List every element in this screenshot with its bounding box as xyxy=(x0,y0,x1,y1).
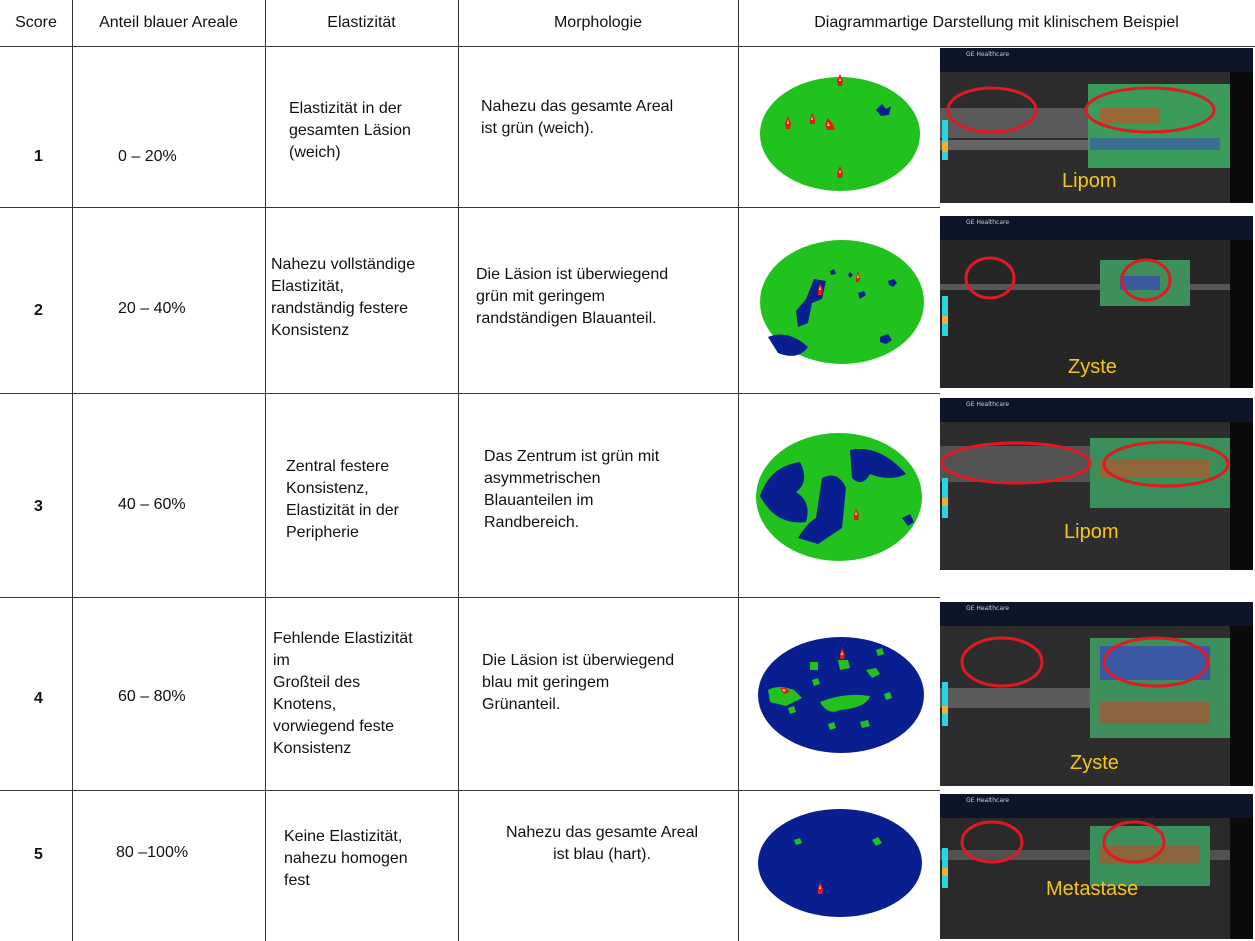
text-line: fest xyxy=(284,872,310,889)
text-line: Konsistenz xyxy=(273,740,352,757)
text-line: Fehlende Elastizität xyxy=(273,630,413,647)
ultrasound-image-3: GE Healthcare Lipom xyxy=(940,398,1253,570)
col-divider xyxy=(458,0,459,941)
row-morphologie: Das Zentrum ist grün mit asymmetrischen … xyxy=(484,446,659,534)
text-line: Peripherie xyxy=(286,524,359,541)
scanner-header: GE Healthcare xyxy=(940,398,1253,422)
text-line: ist grün (weich). xyxy=(481,120,594,137)
ultrasound-image-2: GE Healthcare Zyste xyxy=(940,216,1253,388)
row-elastizitaet: Nahezu vollständige Elastizität, randstä… xyxy=(271,254,415,342)
text-line: Zentral festere xyxy=(286,458,390,475)
text-line: Die Läsion ist überwiegend xyxy=(476,266,669,283)
text-line: Elastizität in der xyxy=(289,100,402,117)
ultrasound-image-4: GE Healthcare Zyste xyxy=(940,602,1253,786)
row-anteil: 80 –100% xyxy=(116,844,189,861)
text-line: nahezu homogen xyxy=(284,850,408,867)
scanner-vendor: GE Healthcare xyxy=(966,605,1010,612)
ultrasound-image-1: GE Healthcare Lipom xyxy=(940,48,1253,203)
text-line: Nahezu das gesamte Areal xyxy=(505,824,699,841)
text-line: Blauanteilen im xyxy=(484,492,594,509)
row-morphologie: Die Läsion ist überwiegend grün mit geri… xyxy=(476,264,668,330)
row-score: 2 xyxy=(34,302,43,319)
row-divider xyxy=(0,46,1255,47)
row-morphologie: Nahezu das gesamte Areal ist blau (hart)… xyxy=(468,822,736,866)
text-line: randständigen Blauanteil. xyxy=(476,310,657,327)
text-line: Elastizität, xyxy=(271,278,344,295)
row-score: 3 xyxy=(34,498,43,515)
text-line: Nahezu vollständige xyxy=(271,256,416,273)
text-line: Das Zentrum ist grün mit xyxy=(484,448,660,465)
row-elastizitaet: Elastizität in der gesamten Läsion (weic… xyxy=(289,98,411,164)
row-elastizitaet: Fehlende Elastizität im Großteil des Kno… xyxy=(273,628,413,760)
scanner-header: GE Healthcare xyxy=(940,216,1253,240)
col-divider xyxy=(738,0,739,941)
diagram-ellipse-score-2 xyxy=(760,240,924,364)
diagram-ellipse-score-4 xyxy=(758,637,924,753)
header-diagramm: Diagrammartige Darstellung mit klinische… xyxy=(814,14,1179,31)
diagram-ellipse-score-5 xyxy=(758,809,922,917)
text-line: grün mit geringem xyxy=(476,288,605,305)
scanner-vendor: GE Healthcare xyxy=(966,51,1010,58)
ultrasound-scan xyxy=(940,422,1230,570)
scanner-vendor: GE Healthcare xyxy=(966,797,1010,804)
row-morphologie: Die Läsion ist überwiegend blau mit geri… xyxy=(482,650,674,716)
header-anteil: Anteil blauer Areale xyxy=(99,14,238,31)
text-line: Elastizität in der xyxy=(286,502,399,519)
ultrasound-scan xyxy=(940,626,1230,786)
row-elastizitaet: Keine Elastizität, nahezu homogen fest xyxy=(284,826,408,892)
row-elastizitaet: Zentral festere Konsistenz, Elastizität … xyxy=(286,456,399,544)
text-line: gesamten Läsion xyxy=(289,122,411,139)
row-divider xyxy=(0,597,940,598)
row-divider xyxy=(0,393,940,394)
text-line: (weich) xyxy=(289,144,341,161)
example-label: Lipom xyxy=(1064,521,1119,543)
row-anteil: 0 – 20% xyxy=(118,148,177,165)
text-line: asymmetrischen xyxy=(484,470,601,487)
text-line: Nahezu das gesamte Areal xyxy=(481,98,674,115)
text-line: Großteil des xyxy=(273,674,361,691)
row-anteil: 20 – 40% xyxy=(118,300,186,317)
header-morphologie: Morphologie xyxy=(553,14,643,31)
text-line: Keine Elastizität, xyxy=(284,828,403,845)
ultrasound-scan xyxy=(940,240,1230,388)
scanner-header: GE Healthcare xyxy=(940,48,1253,72)
diagram-ellipse-score-1 xyxy=(760,74,920,191)
header-elastizitaet: Elastizität xyxy=(327,14,396,31)
scanner-header: GE Healthcare xyxy=(940,602,1253,626)
example-label: Lipom xyxy=(1062,170,1117,192)
row-morphologie: Nahezu das gesamte Areal ist grün (weich… xyxy=(481,96,673,140)
row-anteil: 40 – 60% xyxy=(118,496,186,513)
example-label: Metastase xyxy=(1046,878,1139,900)
row-score: 5 xyxy=(34,846,43,863)
text-line: Randbereich. xyxy=(484,514,580,531)
text-line: blau mit geringem xyxy=(482,674,610,691)
text-line: Konsistenz xyxy=(271,322,350,339)
text-line: ist blau (hart). xyxy=(553,846,651,863)
diagram-ellipse-score-3 xyxy=(756,433,922,561)
example-label: Zyste xyxy=(1070,752,1119,774)
row-score: 4 xyxy=(34,690,43,707)
ultrasound-scan xyxy=(940,72,1230,203)
row-divider xyxy=(0,207,940,208)
row-score: 1 xyxy=(34,148,43,165)
header-score: Score xyxy=(15,14,57,31)
text-line: Grünanteil. xyxy=(482,696,561,713)
text-line: Konsistenz, xyxy=(286,480,369,497)
row-anteil: 60 – 80% xyxy=(118,688,186,705)
col-divider xyxy=(265,0,266,941)
ultrasound-scan xyxy=(940,818,1230,939)
text-line: Knotens, xyxy=(273,696,337,713)
text-line: Die Läsion ist überwiegend xyxy=(482,652,675,669)
example-label: Zyste xyxy=(1068,356,1117,378)
text-line: randständig festere xyxy=(271,300,408,317)
text-line: vorwiegend feste xyxy=(273,718,394,735)
scanner-header: GE Healthcare xyxy=(940,794,1253,818)
scanner-vendor: GE Healthcare xyxy=(966,401,1010,408)
row-divider xyxy=(0,790,940,791)
text-line: im xyxy=(273,652,290,669)
ultrasound-image-5: GE Healthcare Metastase xyxy=(940,794,1253,939)
col-divider xyxy=(72,0,73,941)
scanner-vendor: GE Healthcare xyxy=(966,219,1010,226)
